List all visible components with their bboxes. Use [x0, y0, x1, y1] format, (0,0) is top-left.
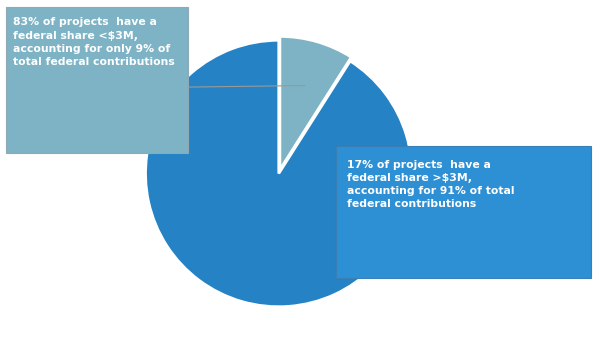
Text: 83% of projects  have a
federal share <$3M,
accounting for only 9% of
total fede: 83% of projects have a federal share <$3…: [13, 17, 175, 67]
Wedge shape: [145, 40, 412, 307]
Wedge shape: [280, 36, 351, 170]
Text: 17% of projects  have a
federal share >$3M,
accounting for 91% of total
federal : 17% of projects have a federal share >$3…: [347, 160, 514, 209]
